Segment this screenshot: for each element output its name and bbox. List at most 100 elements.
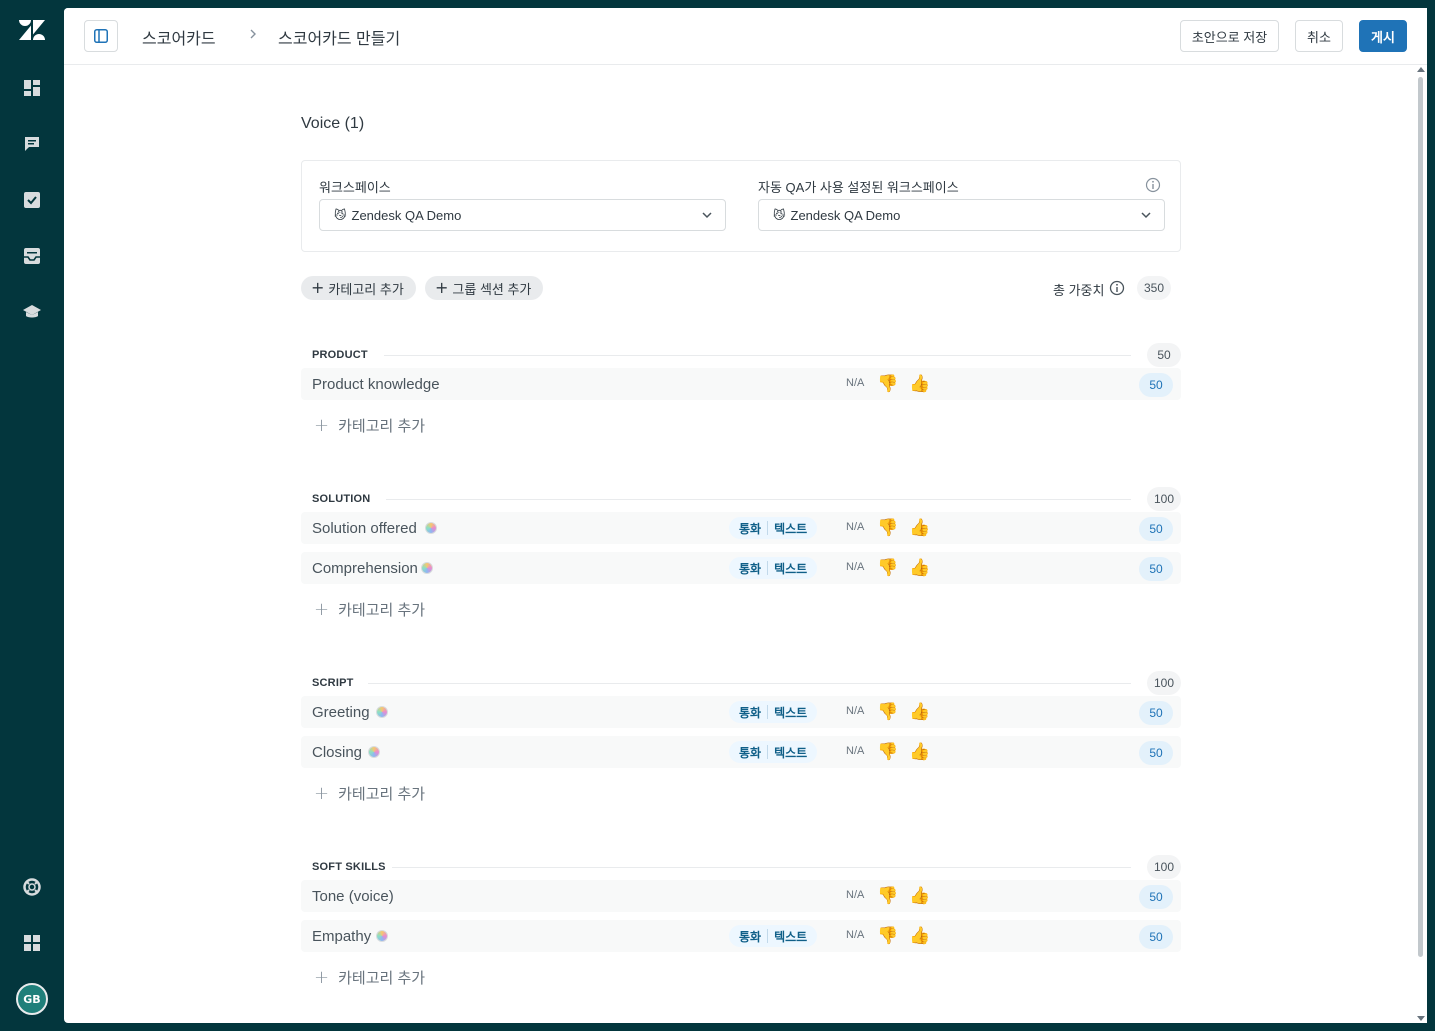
category-weight-badge[interactable]: 50	[1139, 885, 1173, 909]
category-row[interactable]: Greeting 통화 텍스트 N/A 👎 👍 50	[301, 696, 1181, 728]
help-icon[interactable]	[16, 871, 48, 903]
channel-call-tag: 통화	[739, 705, 762, 720]
workspace-label: 워크스페이스	[319, 180, 391, 195]
section-title[interactable]: SOLUTION	[312, 493, 371, 505]
rating-na-option: N/A	[846, 745, 865, 757]
category-row[interactable]: Solution offered 통화 텍스트 N/A 👎 👍 50	[301, 512, 1181, 544]
section-title[interactable]: SCRIPT	[312, 677, 354, 689]
apps-grid-icon[interactable]	[16, 927, 48, 959]
info-icon[interactable]	[1145, 177, 1161, 198]
dashboard-icon[interactable]	[16, 72, 48, 104]
add-group-section-button[interactable]: + 그룹 섹션 추가	[425, 276, 544, 300]
category-weight-badge[interactable]: 50	[1139, 517, 1173, 541]
add-category-link[interactable]: + 카테고리 추가	[314, 599, 425, 620]
tasks-icon[interactable]	[16, 184, 48, 216]
thumbs-down-icon: 👎	[877, 558, 899, 578]
thumbs-up-icon: 👍	[909, 518, 931, 538]
category-row[interactable]: Closing 통화 텍스트 N/A 👎 👍 50	[301, 736, 1181, 768]
channel-divider	[767, 705, 769, 719]
conversations-icon[interactable]	[16, 128, 48, 160]
graduation-cap-icon[interactable]	[16, 296, 48, 328]
channel-tags: 통화 텍스트	[729, 925, 818, 947]
scroll-down-icon[interactable]	[1417, 1016, 1425, 1021]
category-weight-badge[interactable]: 50	[1139, 557, 1173, 581]
workspace-select[interactable]: 😼 Zendesk QA Demo	[319, 199, 726, 231]
chevron-down-icon	[1141, 212, 1151, 219]
rating-na-option: N/A	[846, 889, 865, 901]
auto-qa-icon	[421, 562, 433, 574]
info-icon[interactable]	[1109, 280, 1125, 301]
auto-qa-icon	[368, 746, 380, 758]
category-weight-badge[interactable]: 50	[1139, 701, 1173, 725]
thumbs-up-icon: 👍	[909, 886, 931, 906]
breadcrumb-current: 스코어카드 만들기	[278, 31, 401, 48]
add-category-link[interactable]: + 카테고리 추가	[314, 783, 425, 804]
channel-tags: 통화 텍스트	[729, 701, 818, 723]
category-weight-badge[interactable]: 50	[1139, 925, 1173, 949]
total-weight-label: 총 가중치	[1053, 283, 1105, 298]
channel-text-tag: 텍스트	[774, 745, 808, 760]
plus-icon: +	[311, 278, 325, 297]
auto-qa-workspace-select[interactable]: 😼 Zendesk QA Demo	[758, 199, 1165, 231]
add-category-link-label: 카테고리 추가	[338, 786, 426, 803]
category-row[interactable]: Product knowledge N/A 👎 👍 50	[301, 368, 1181, 400]
add-group-section-button-label: 그룹 섹션 추가	[452, 281, 532, 297]
workspace-cat-emoji-icon: 😼	[773, 208, 786, 222]
breadcrumb-chevron-icon	[248, 27, 258, 45]
section-divider	[386, 499, 1131, 500]
rating-na-option: N/A	[846, 929, 865, 941]
thumbs-down-icon: 👎	[877, 702, 899, 722]
section-title[interactable]: SOFT SKILLS	[312, 861, 386, 873]
plus-icon: +	[314, 414, 330, 436]
zendesk-logo-icon[interactable]	[16, 14, 48, 46]
publish-button[interactable]: 게시	[1359, 20, 1407, 52]
add-category-link[interactable]: + 카테고리 추가	[314, 415, 425, 436]
add-category-link[interactable]: + 카테고리 추가	[314, 967, 425, 988]
category-label: Solution offered	[312, 520, 417, 537]
workspace-value: Zendesk QA Demo	[351, 207, 462, 223]
left-nav: GB	[0, 0, 64, 1031]
scrollbar[interactable]	[1415, 65, 1427, 1023]
scrollbar-thumb[interactable]	[1418, 77, 1423, 957]
category-label: Greeting	[312, 704, 370, 721]
category-weight-badge[interactable]: 50	[1139, 373, 1173, 397]
category-row[interactable]: Empathy 통화 텍스트 N/A 👎 👍 50	[301, 920, 1181, 952]
user-avatar[interactable]: GB	[16, 983, 48, 1015]
channel-call-tag: 통화	[739, 929, 762, 944]
channel-text-tag: 텍스트	[774, 929, 808, 944]
add-category-link-label: 카테고리 추가	[338, 970, 426, 987]
plus-icon: +	[314, 782, 330, 804]
section-weight-badge[interactable]: 100	[1146, 671, 1181, 695]
cancel-button[interactable]: 취소	[1295, 20, 1343, 52]
category-label: Comprehension	[312, 560, 418, 577]
section-divider	[384, 355, 1131, 356]
thumbs-down-icon: 👎	[877, 374, 899, 394]
section-title[interactable]: PRODUCT	[312, 349, 368, 361]
channel-text-tag: 텍스트	[774, 705, 808, 720]
add-category-link-label: 카테고리 추가	[338, 418, 426, 435]
section-weight-badge[interactable]: 100	[1146, 855, 1181, 879]
scorecard-title[interactable]: Voice (1)	[301, 115, 365, 132]
workspace-settings: 워크스페이스 😼 Zendesk QA Demo 자동 QA가 사용 설정된 워…	[301, 160, 1181, 252]
channel-divider	[767, 745, 769, 759]
inbox-icon[interactable]	[16, 240, 48, 272]
rating-na-option: N/A	[846, 705, 865, 717]
sidebar-toggle-button[interactable]	[84, 20, 118, 52]
auto-qa-workspace-label: 자동 QA가 사용 설정된 워크스페이스	[758, 180, 959, 195]
save-draft-button[interactable]: 초안으로 저장	[1180, 20, 1279, 52]
category-label: Product knowledge	[312, 376, 440, 393]
section-weight-badge[interactable]: 50	[1147, 343, 1181, 367]
breadcrumb-scorecards[interactable]: 스코어카드	[142, 31, 216, 48]
thumbs-down-icon: 👎	[877, 518, 899, 538]
category-row[interactable]: Comprehension 통화 텍스트 N/A 👎 👍 50	[301, 552, 1181, 584]
add-category-button[interactable]: + 카테고리 추가	[301, 276, 416, 300]
category-label: Empathy	[312, 928, 372, 945]
plus-icon: +	[314, 966, 330, 988]
category-row[interactable]: Tone (voice) N/A 👎 👍 50	[301, 880, 1181, 912]
section-weight-badge[interactable]: 100	[1146, 487, 1181, 511]
rating-na-option: N/A	[846, 561, 865, 573]
category-label: Tone (voice)	[312, 888, 394, 905]
category-weight-badge[interactable]: 50	[1139, 741, 1173, 765]
sidebar-panel-icon	[94, 29, 108, 43]
scroll-up-icon[interactable]	[1417, 67, 1425, 72]
